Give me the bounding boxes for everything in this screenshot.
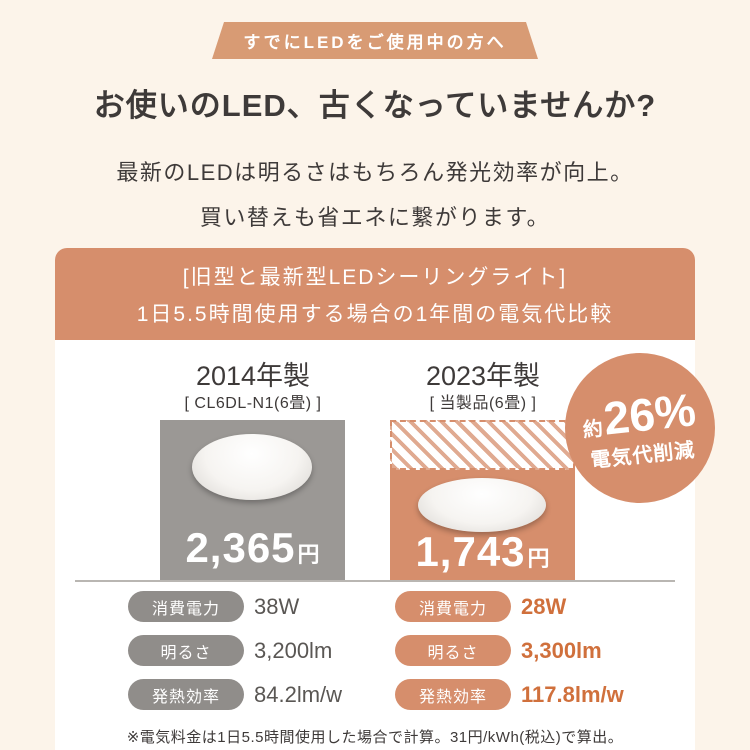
new-ceiling-light-image [418, 478, 546, 532]
savings-hatch-area [390, 420, 575, 470]
spec-value: 28W [521, 593, 567, 619]
new-model-name: [ 当製品(6畳) ] [429, 395, 537, 412]
old-model-year: 2014年製 [195, 361, 311, 391]
new-price: 1,743円 [390, 528, 575, 576]
old-price: 2,365円 [160, 524, 345, 572]
new-model-year: 2023年製 [425, 361, 541, 391]
spec-label-pill: 消費電力 [128, 591, 244, 622]
old-model-name: [ CL6DL-N1(6畳) ] [184, 395, 322, 412]
old-ceiling-light-image [192, 434, 312, 500]
spec-value: 117.8lm/w [521, 681, 624, 707]
footnote: ※電気料金は1日5.5時間使用した場合で計算。31円/kWh(税込)で算出。 [126, 729, 624, 746]
spec-value: 3,300lm [521, 637, 602, 663]
new-price-value: 1,743 [415, 528, 526, 575]
spec-value: 3,200lm [254, 637, 333, 663]
spec-label-pill: 明るさ [395, 635, 511, 666]
new-price-unit: 円 [527, 546, 550, 571]
ribbon-label: すでにLEDをご使用中の方へ [243, 33, 507, 52]
chart-baseline [75, 580, 675, 582]
comparison-header-line1: [旧型と最新型LEDシーリングライト] [182, 265, 568, 289]
new-spec-row-brightness: 明るさ 3,300lm [395, 635, 624, 666]
spec-label-pill: 消費電力 [395, 591, 511, 622]
new-spec-row-power: 消費電力 28W [395, 591, 624, 622]
page-title: お使いのLED、古くなっていませんか? [93, 88, 657, 123]
spec-value: 38W [254, 593, 300, 619]
intro-line-2: 買い替えも省エネに繋がります。 [199, 205, 551, 230]
spec-label-pill: 発熱効率 [128, 679, 244, 710]
new-spec-row-efficiency: 発熱効率 117.8lm/w [395, 679, 624, 710]
savings-approx: 約 [581, 417, 604, 442]
old-spec-row-efficiency: 発熱効率 84.2lm/w [128, 679, 342, 710]
savings-badge-text: 約26% 電気代削減 [579, 382, 701, 473]
old-spec-row-brightness: 明るさ 3,200lm [128, 635, 342, 666]
old-price-unit: 円 [297, 542, 320, 567]
comparison-card-header: [旧型と最新型LEDシーリングライト] 1日5.5時間使用する場合の1年間の電気… [55, 248, 695, 340]
savings-badge: 約26% 電気代削減 [565, 353, 715, 503]
old-spec-row-power: 消費電力 38W [128, 591, 342, 622]
old-spec-list: 消費電力 38W 明るさ 3,200lm 発熱効率 84.2lm/w [128, 591, 342, 710]
spec-label-pill: 発熱効率 [395, 679, 511, 710]
comparison-header-line2: 1日5.5時間使用する場合の1年間の電気代比較 [136, 302, 614, 326]
spec-label-pill: 明るさ [128, 635, 244, 666]
ribbon-banner: すでにLEDをご使用中の方へ [212, 22, 538, 59]
old-price-value: 2,365 [185, 524, 296, 571]
new-price-bar: 1,743円 [390, 470, 575, 580]
spec-value: 84.2lm/w [254, 681, 343, 707]
intro-line-1: 最新のLEDは明るさはもちろん発光効率が向上。 [116, 160, 634, 185]
new-spec-list: 消費電力 28W 明るさ 3,300lm 発熱効率 117.8lm/w [395, 591, 624, 710]
old-price-bar: 2,365円 [160, 420, 345, 580]
comparison-card: [旧型と最新型LEDシーリングライト] 1日5.5時間使用する場合の1年間の電気… [55, 248, 715, 750]
